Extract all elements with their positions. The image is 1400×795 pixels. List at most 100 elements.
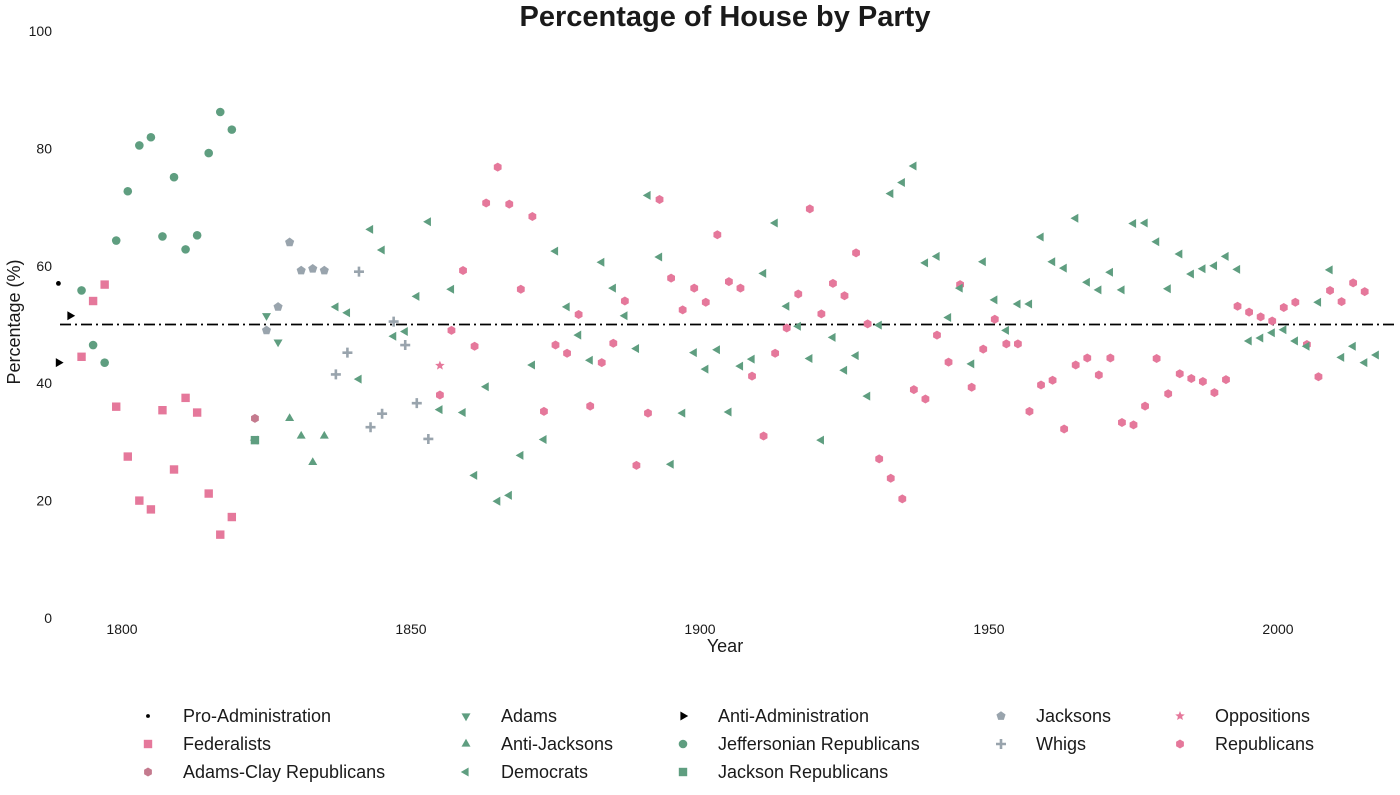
point-democrats-44 [827,332,836,342]
point-democrats-38 [758,268,767,278]
point-republicans-39 [886,473,895,483]
point-democrats-47 [862,391,871,401]
point-democrats-12 [457,408,466,418]
point-republicans-20 [667,273,675,283]
series-democrats [249,161,1379,506]
point-democrats-19 [538,435,547,445]
legend-marker-jeffersonian-republicans [678,739,688,749]
point-democrats-43 [816,435,824,445]
point-republicans-77 [1326,285,1334,295]
series-oppositions [435,360,445,370]
point-republicans-67 [1210,388,1219,398]
point-jeffersonian-republicans-6 [146,132,156,142]
point-republicans-66 [1198,376,1207,386]
point-jeffersonian-republicans-10 [192,230,202,240]
point-jacksons-1 [273,302,283,311]
series-jacksons [261,237,329,335]
legend-label-anti-administration: Anti-Administration [718,706,869,726]
y-tick-label-0: 0 [44,610,52,626]
legend-marker-federalists [143,739,153,749]
point-republicans-28 [759,431,768,441]
point-democrats-3 [353,374,362,384]
series-adams-clay-republicans [251,413,259,423]
point-republicans-4 [482,198,491,208]
point-democrats-63 [1047,257,1056,267]
series-whigs [330,266,434,444]
point-democrats-46 [850,351,859,361]
point-jeffersonian-republicans-9 [181,245,190,254]
point-democrats-81 [1255,333,1264,343]
point-republicans-49 [1002,339,1011,349]
series-jackson-republicans [250,435,260,445]
point-republicans-41 [909,385,918,395]
y-tick-label-80: 80 [36,140,52,156]
series-jeffersonian-republicans [77,107,237,367]
point-republicans-25 [725,277,733,287]
point-democrats-26 [619,311,628,321]
point-democrats-20 [550,246,559,256]
legend-item-jeffersonian-republicans: Jeffersonian Republicans [678,734,920,754]
x-tick-label-1950: 1950 [973,621,1004,637]
point-republicans-34 [829,278,837,288]
point-republicans-76 [1314,372,1323,382]
legend: Pro-Administration Adams Anti-Administrati… [143,706,1314,782]
point-democrats-49 [885,189,894,199]
point-jeffersonian-republicans-5 [135,141,144,150]
legend-marker-adams [461,713,471,722]
point-republicans-40 [898,494,907,504]
point-democrats-48 [873,320,882,330]
point-republicans-78 [1337,297,1346,307]
point-federalists-0 [77,352,86,361]
point-republicans-36 [852,248,860,258]
series-pro-administration [56,281,61,286]
point-republicans-13 [586,401,595,411]
point-jacksons-5 [319,265,329,275]
point-democrats-10 [434,405,443,415]
point-republicans-18 [644,408,652,418]
point-democrats-80 [1243,336,1252,346]
point-democrats-2 [342,308,351,318]
point-democrats-73 [1162,284,1171,294]
point-republicans-14 [597,358,606,368]
legend-item-whigs: Whigs [996,734,1086,754]
point-democrats-84 [1290,336,1298,346]
chart-title: Percentage of House by Party [520,1,931,33]
point-republicans-58 [1106,353,1115,363]
point-democrats-56 [966,359,975,369]
point-federalists-5 [135,496,144,505]
point-republicans-51 [1025,406,1034,416]
point-republicans-46 [967,382,976,392]
point-democrats-65 [1070,213,1079,223]
point-jeffersonian-republicans-8 [169,172,179,182]
point-jeffersonian-republicans-11 [204,148,213,158]
legend-marker-republicans [1176,739,1184,749]
point-republicans-21 [678,305,687,315]
point-jackson-republicans-0 [250,435,260,445]
point-republicans-26 [736,283,745,293]
point-republicans-64 [1175,369,1184,379]
point-anti-jacksons-1 [296,430,306,439]
point-democrats-42 [804,354,813,364]
point-whigs-1 [342,347,353,358]
legend-item-republicans: Republicans [1176,734,1314,754]
point-democrats-86 [1313,297,1322,307]
point-whigs-4 [377,408,388,419]
point-republicans-7 [516,284,525,294]
point-republicans-72 [1268,316,1277,326]
point-oppositions-0 [435,360,445,370]
point-democrats-4 [365,224,374,234]
point-federalists-10 [192,408,202,417]
point-federalists-13 [227,512,237,522]
point-anti-jacksons-0 [285,413,295,422]
point-jacksons-4 [308,263,318,273]
point-democrats-25 [608,283,616,293]
point-republicans-1 [447,325,456,335]
point-republicans-35 [840,291,849,301]
point-democrats-67 [1093,285,1102,295]
legend-item-anti-administration: Anti-Administration [680,706,869,726]
point-republicans-43 [933,330,941,340]
point-democrats-16 [504,490,512,500]
point-republicans-9 [540,406,548,416]
point-democrats-8 [411,291,420,301]
point-republicans-50 [1014,339,1022,349]
